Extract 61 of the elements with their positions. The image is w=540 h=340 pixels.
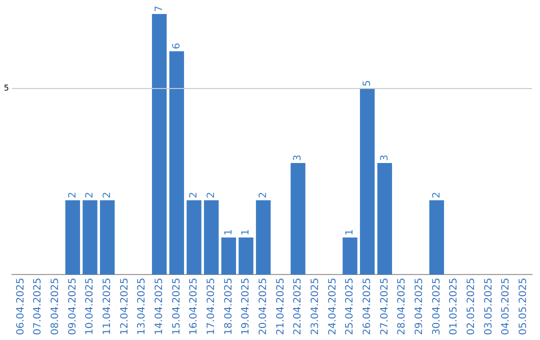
x-tick-label: 17.04.2025 — [206, 278, 217, 336]
data-label: 1 — [223, 229, 234, 236]
x-tick-label: 24.04.2025 — [327, 278, 338, 336]
x-tick-label: 13.04.2025 — [136, 278, 148, 336]
x-tick-label: 04.05.2025 — [500, 278, 512, 336]
x-tick-label: 03.05.2025 — [483, 278, 494, 336]
bar — [82, 200, 98, 275]
x-tick-label: 28.04.2025 — [396, 278, 408, 336]
x-tick-label: 21.04.2025 — [275, 278, 286, 336]
bar — [429, 200, 444, 275]
bar — [221, 237, 236, 275]
bar — [204, 200, 219, 275]
x-tick-label: 19.04.2025 — [240, 278, 252, 336]
data-label: 1 — [240, 229, 252, 236]
data-label: 3 — [379, 154, 390, 161]
data-label: 5 — [362, 80, 373, 86]
x-tick-label: 12.04.2025 — [119, 278, 130, 336]
bar — [342, 237, 358, 275]
data-label: 7 — [154, 6, 165, 12]
data-label: 3 — [292, 154, 304, 161]
x-tick-label: 09.04.2025 — [67, 278, 78, 336]
x-tick-label: 18.04.2025 — [223, 278, 234, 336]
bar — [186, 200, 202, 275]
x-tick-label: 23.04.2025 — [310, 278, 321, 336]
x-tick-label: 26.04.2025 — [362, 278, 373, 336]
x-tick-label: 27.04.2025 — [379, 278, 390, 336]
x-tick-label: 14.04.2025 — [154, 278, 165, 336]
data-label: 2 — [188, 192, 200, 198]
data-label: 2 — [258, 192, 269, 198]
x-tick-label: 10.04.2025 — [84, 278, 96, 336]
data-label: 2 — [206, 192, 217, 198]
x-tick-label: 01.05.2025 — [448, 278, 460, 336]
data-label: 2 — [102, 192, 113, 198]
x-tick-label: 29.04.2025 — [414, 278, 425, 336]
data-label: 1 — [344, 229, 356, 236]
x-tick-label: 15.04.2025 — [171, 278, 182, 336]
bar — [169, 51, 184, 275]
x-tick-label: 16.04.2025 — [188, 278, 200, 336]
x-tick-label: 20.04.2025 — [258, 278, 269, 336]
x-tick-label: 02.05.2025 — [466, 278, 477, 336]
x-tick-label: 25.04.2025 — [344, 278, 356, 336]
data-label: 2 — [67, 192, 78, 198]
bar — [100, 200, 115, 275]
bar — [360, 88, 375, 275]
ref-line-label: 5 — [4, 84, 9, 93]
bar — [290, 162, 306, 275]
x-tick-label: 22.04.2025 — [292, 278, 304, 336]
x-tick-label: 06.04.2025 — [15, 278, 26, 336]
x-tick-label: 11.04.2025 — [102, 278, 113, 336]
data-label: 2 — [431, 192, 442, 198]
data-label: 6 — [171, 42, 182, 50]
x-tick-label: 07.04.2025 — [32, 278, 44, 336]
bar — [65, 200, 80, 275]
bar — [256, 200, 271, 275]
x-tick-label: 30.04.2025 — [431, 278, 442, 336]
x-tick-label: 08.04.2025 — [50, 278, 61, 336]
bar — [377, 162, 392, 275]
bar — [238, 237, 254, 275]
bar — [152, 14, 167, 275]
data-label: 2 — [84, 192, 96, 198]
x-tick-label: 05.05.2025 — [518, 278, 529, 336]
